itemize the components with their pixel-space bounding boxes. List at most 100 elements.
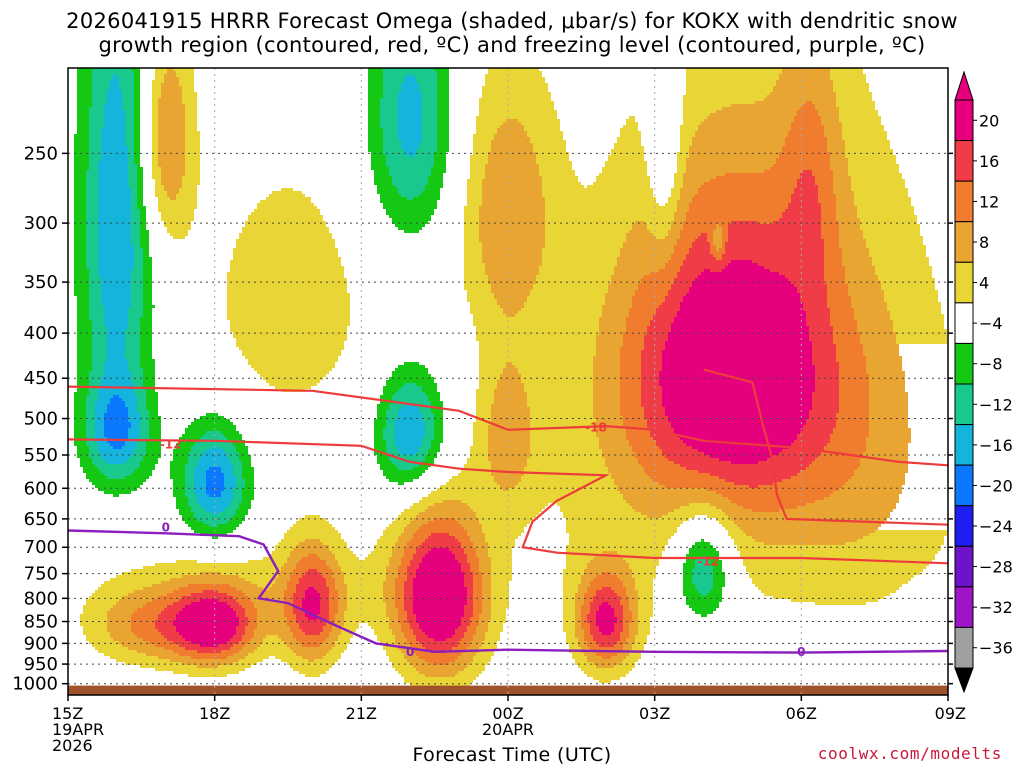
omega-cell [839, 245, 866, 248]
omega-cell [92, 368, 104, 371]
omega-cell [683, 581, 692, 584]
omega-cell [563, 623, 575, 626]
omega-cell [809, 332, 833, 335]
omega-cell [482, 245, 545, 248]
omega-cell [152, 98, 158, 101]
omega-cell [104, 368, 128, 371]
omega-cell [470, 569, 479, 572]
omega-cell [158, 101, 182, 104]
omega-cell [620, 251, 674, 254]
omega-cell [461, 542, 473, 545]
omega-cell [236, 344, 344, 347]
omega-cell [146, 440, 161, 443]
omega-cell [404, 551, 416, 554]
omega-cell [419, 410, 431, 413]
omega-cell [407, 578, 413, 581]
omega-cell [494, 134, 527, 137]
omega-cell [473, 146, 491, 149]
omega-cell [614, 482, 659, 485]
omega-cell [872, 257, 929, 260]
omega-cell [77, 356, 92, 359]
omega-cell [731, 221, 758, 224]
omega-cell [398, 449, 419, 452]
omega-cell [896, 341, 947, 344]
omega-cell [581, 581, 590, 584]
omega-cell [413, 596, 467, 599]
omega-cell [722, 254, 824, 257]
omega-cell [824, 272, 845, 275]
omega-cell [398, 416, 422, 419]
omega-cell [137, 194, 143, 197]
omega-cell [296, 638, 326, 641]
omega-cell [239, 458, 251, 461]
omega-cell [479, 569, 491, 572]
omega-cell [98, 230, 131, 233]
omega-cell [419, 146, 437, 149]
omega-cell [257, 617, 287, 620]
omega-cell [650, 320, 674, 323]
omega-cell [131, 377, 143, 380]
omega-cell [233, 248, 338, 251]
site-credit[interactable]: coolwx.com/modelts [817, 744, 1002, 763]
omega-cell [794, 116, 821, 119]
omega-cell [98, 269, 131, 272]
omega-cell [839, 368, 866, 371]
omega-cell [479, 113, 557, 116]
omega-cell [734, 482, 773, 485]
omega-cell [86, 206, 98, 209]
dgz-contour-line [68, 438, 948, 565]
omega-cell [530, 407, 593, 410]
omega-cell [434, 503, 467, 506]
omega-cell [179, 599, 200, 602]
omega-cell [101, 452, 134, 455]
omega-cell [896, 338, 947, 341]
omega-cell [344, 572, 386, 575]
omega-cell [674, 182, 683, 185]
omega-cell [257, 584, 272, 587]
omega-cell [524, 125, 560, 128]
omega-cell [284, 614, 296, 617]
omega-cell [383, 134, 398, 137]
omega-cell [89, 146, 101, 149]
omega-cell [101, 131, 125, 134]
omega-cell [236, 485, 245, 488]
omega-cell [329, 611, 338, 614]
omega-cell [641, 278, 674, 281]
omega-cell [374, 629, 392, 632]
omega-cell [593, 182, 650, 185]
omega-cell [125, 122, 134, 125]
omega-cell [233, 488, 242, 491]
omega-cell [734, 521, 884, 524]
omega-cell [131, 617, 158, 620]
omega-cell [866, 359, 902, 362]
omega-cell [620, 602, 629, 605]
omega-cell [869, 404, 908, 407]
omega-cell [482, 260, 542, 263]
omega-cell [542, 257, 617, 260]
omega-cell [239, 650, 254, 653]
omega-cell [329, 632, 341, 635]
omega-cell [491, 461, 527, 464]
omega-cell [77, 92, 92, 95]
omega-cell [200, 503, 230, 506]
omega-cell [650, 272, 677, 275]
omega-cell [146, 398, 158, 401]
omega-cell [815, 374, 839, 377]
omega-cell [596, 428, 626, 431]
omega-cell [641, 380, 659, 383]
omega-cell [479, 566, 491, 569]
omega-cell [386, 476, 419, 479]
omega-cell [482, 581, 491, 584]
omega-cell [404, 590, 413, 593]
omega-cell [869, 533, 947, 536]
omega-cell [398, 104, 422, 107]
omega-cell [80, 617, 107, 620]
omega-cell [806, 314, 830, 317]
omega-cell [401, 452, 416, 455]
omega-cell [566, 527, 677, 530]
omega-cell [485, 266, 539, 269]
omega-cell [398, 125, 422, 128]
omega-cell [839, 107, 875, 110]
omega-cell [131, 380, 143, 383]
omega-cell [404, 680, 473, 683]
